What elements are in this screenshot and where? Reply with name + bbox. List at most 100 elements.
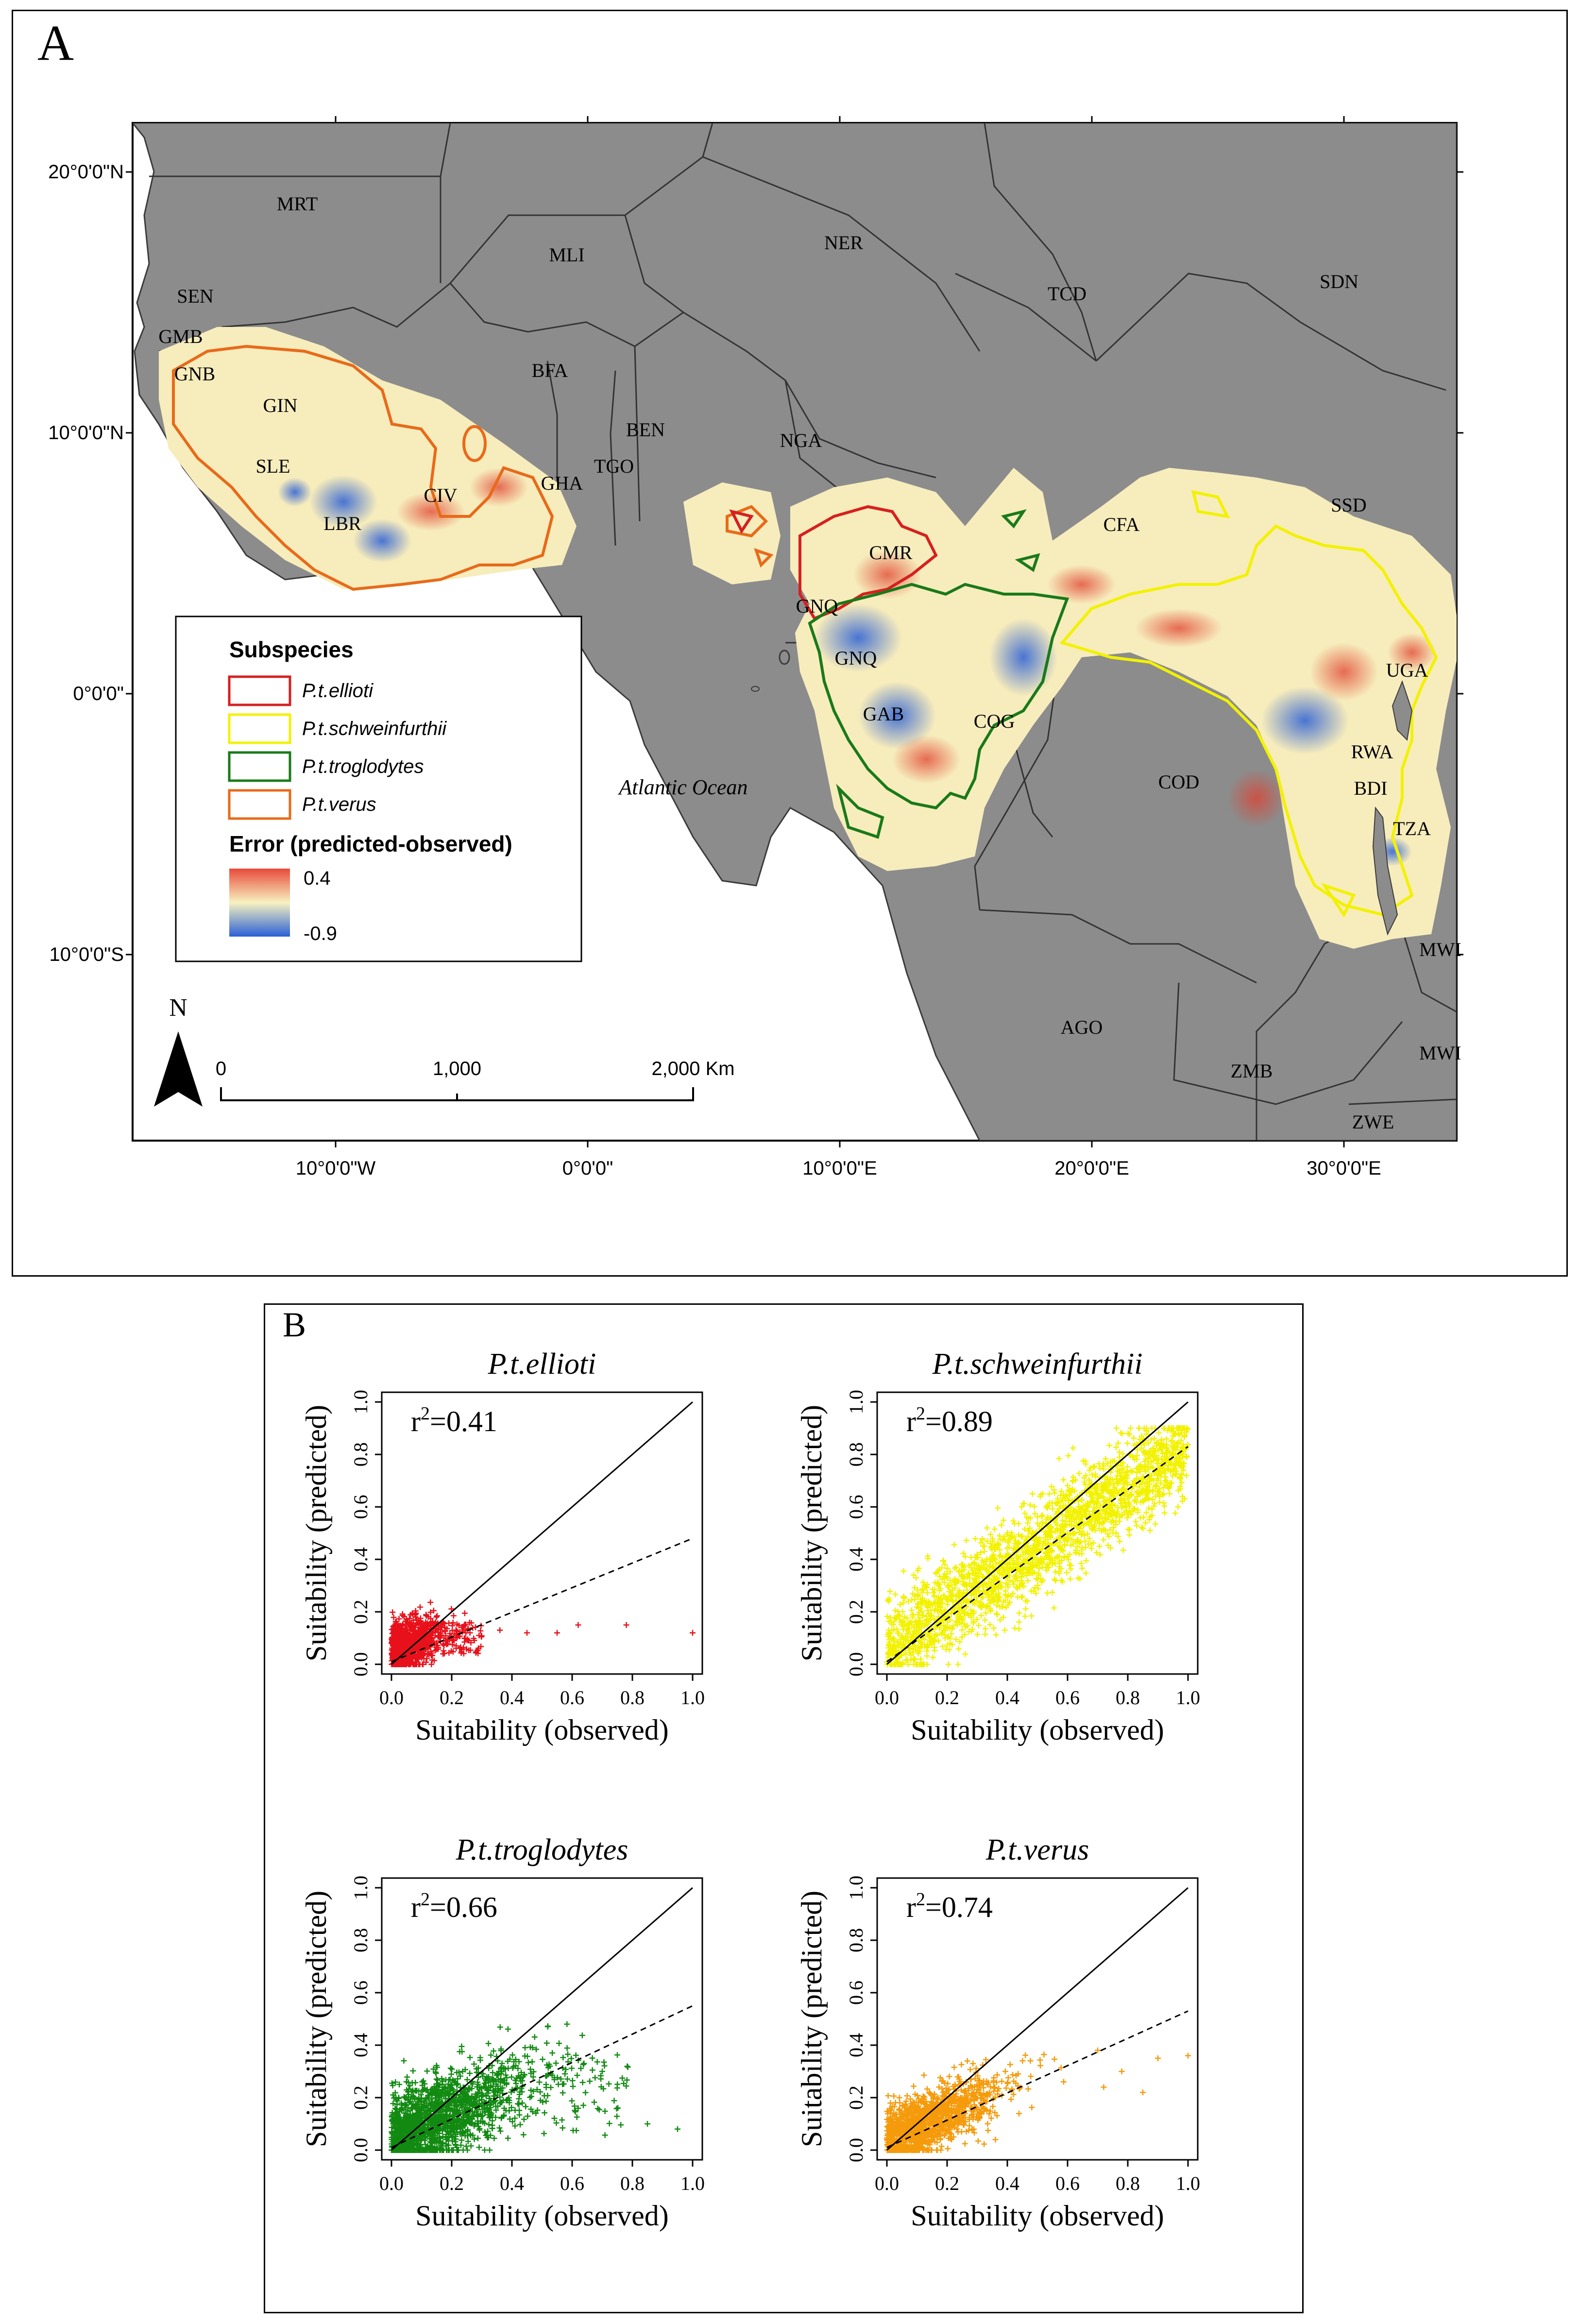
data-point: [1046, 1500, 1053, 1506]
data-point: [1052, 1555, 1058, 1561]
data-point: [1169, 1480, 1175, 1486]
data-point: [1121, 1496, 1127, 1502]
data-point: [970, 1580, 977, 1586]
data-point: [464, 2128, 471, 2134]
data-point: [1025, 1577, 1031, 1584]
data-point: [1145, 1458, 1152, 1465]
map-legend: Subspecies P.t.ellioti P.t.schweinfurthi…: [175, 615, 582, 962]
data-point: [1032, 1510, 1038, 1517]
legend-error-ramp: [229, 869, 290, 937]
data-point: [1010, 1518, 1017, 1524]
data-point: [1161, 1510, 1168, 1516]
data-point: [954, 1614, 961, 1621]
data-point: [984, 1584, 990, 1590]
data-point: [1074, 1524, 1080, 1530]
data-point: [1056, 1558, 1062, 1564]
country-label: MLI: [549, 244, 584, 266]
data-point: [473, 2066, 479, 2072]
data-point: [995, 1584, 1001, 1590]
data-point: [1161, 1503, 1168, 1509]
data-point: [492, 2103, 499, 2110]
data-point: [521, 2116, 527, 2122]
data-point: [1136, 1484, 1142, 1490]
legend-title: Subspecies: [229, 637, 354, 662]
data-point: [503, 2072, 509, 2078]
data-point: [458, 2142, 464, 2148]
data-point: [1062, 1519, 1069, 1525]
data-point: [938, 1565, 945, 1571]
data-point: [1032, 1557, 1038, 1563]
data-point: [960, 1550, 967, 1556]
data-point: [982, 1631, 988, 1638]
data-point: [1052, 1576, 1058, 1582]
data-point: [423, 1659, 429, 1665]
data-point: [509, 2052, 516, 2058]
data-point: [909, 1597, 915, 1603]
data-point: [925, 1555, 931, 1562]
data-point: [572, 2109, 578, 2115]
data-point: [1071, 1488, 1078, 1494]
data-point: [936, 1600, 943, 1606]
data-point: [507, 2116, 513, 2122]
data-point: [390, 1609, 396, 1615]
country-label: ZMB: [1231, 1060, 1273, 1082]
lon-label: 10°0'0"W: [296, 1158, 376, 1179]
data-point: [964, 1587, 970, 1593]
data-point: [988, 1544, 994, 1551]
data-point: [917, 1605, 924, 1611]
data-point: [1009, 1534, 1016, 1540]
data-point: [1120, 1466, 1126, 1472]
data-point: [1049, 1561, 1055, 1568]
data-point: [1107, 1476, 1113, 1483]
data-point: [491, 2135, 497, 2141]
data-point: [1158, 1441, 1164, 1447]
one-to-one-line: [886, 1401, 1188, 1665]
data-point: [1074, 1543, 1080, 1550]
data-point: [950, 1623, 956, 1629]
data-point: [1025, 1528, 1032, 1534]
data-point: [932, 1579, 938, 1586]
data-point: [1065, 1452, 1071, 1459]
data-point: [1035, 1514, 1041, 1520]
data-point: [1142, 1452, 1148, 1458]
data-point: [1136, 1425, 1142, 1431]
data-point: [391, 2095, 397, 2101]
data-point: [427, 1599, 434, 1606]
data-point: [434, 1613, 440, 1619]
data-point: [998, 1522, 1004, 1528]
data-point: [973, 1594, 980, 1600]
data-point: [1083, 1570, 1089, 1576]
data-point: [1109, 1512, 1115, 1519]
data-point: [900, 1660, 906, 1666]
plot-frame: [381, 1391, 703, 1675]
plot-title: P.t.schweinfurthii: [932, 1348, 1143, 1381]
data-point: [499, 2099, 505, 2105]
data-point: [1036, 1523, 1042, 1529]
data-point: [427, 1644, 433, 1650]
data-point: [424, 2110, 430, 2117]
country-label: NGA: [780, 429, 822, 451]
data-point: [503, 2081, 509, 2087]
data-point: [1096, 1543, 1103, 1550]
data-point: [922, 1622, 928, 1628]
data-point: [392, 2090, 398, 2096]
data-point: [467, 2054, 473, 2061]
data-point: [1171, 1446, 1177, 1452]
data-point: [540, 2099, 546, 2105]
data-point: [1039, 1564, 1046, 1571]
data-point: [1149, 1425, 1155, 1431]
data-point: [470, 1624, 476, 1631]
data-point: [1104, 1460, 1110, 1467]
data-point: [1056, 1553, 1062, 1559]
data-point: [1077, 1509, 1083, 1516]
country-label: COD: [1158, 771, 1199, 793]
panel-b-letter: B: [283, 1305, 306, 1344]
data-point: [389, 2136, 395, 2143]
data-point: [1124, 1464, 1130, 1470]
data-point: [1155, 1472, 1161, 1478]
data-point: [533, 2046, 540, 2052]
country-label: GNB: [174, 363, 215, 385]
data-point: [564, 2076, 571, 2082]
data-point: [1002, 1568, 1008, 1574]
data-point: [1056, 1455, 1062, 1462]
